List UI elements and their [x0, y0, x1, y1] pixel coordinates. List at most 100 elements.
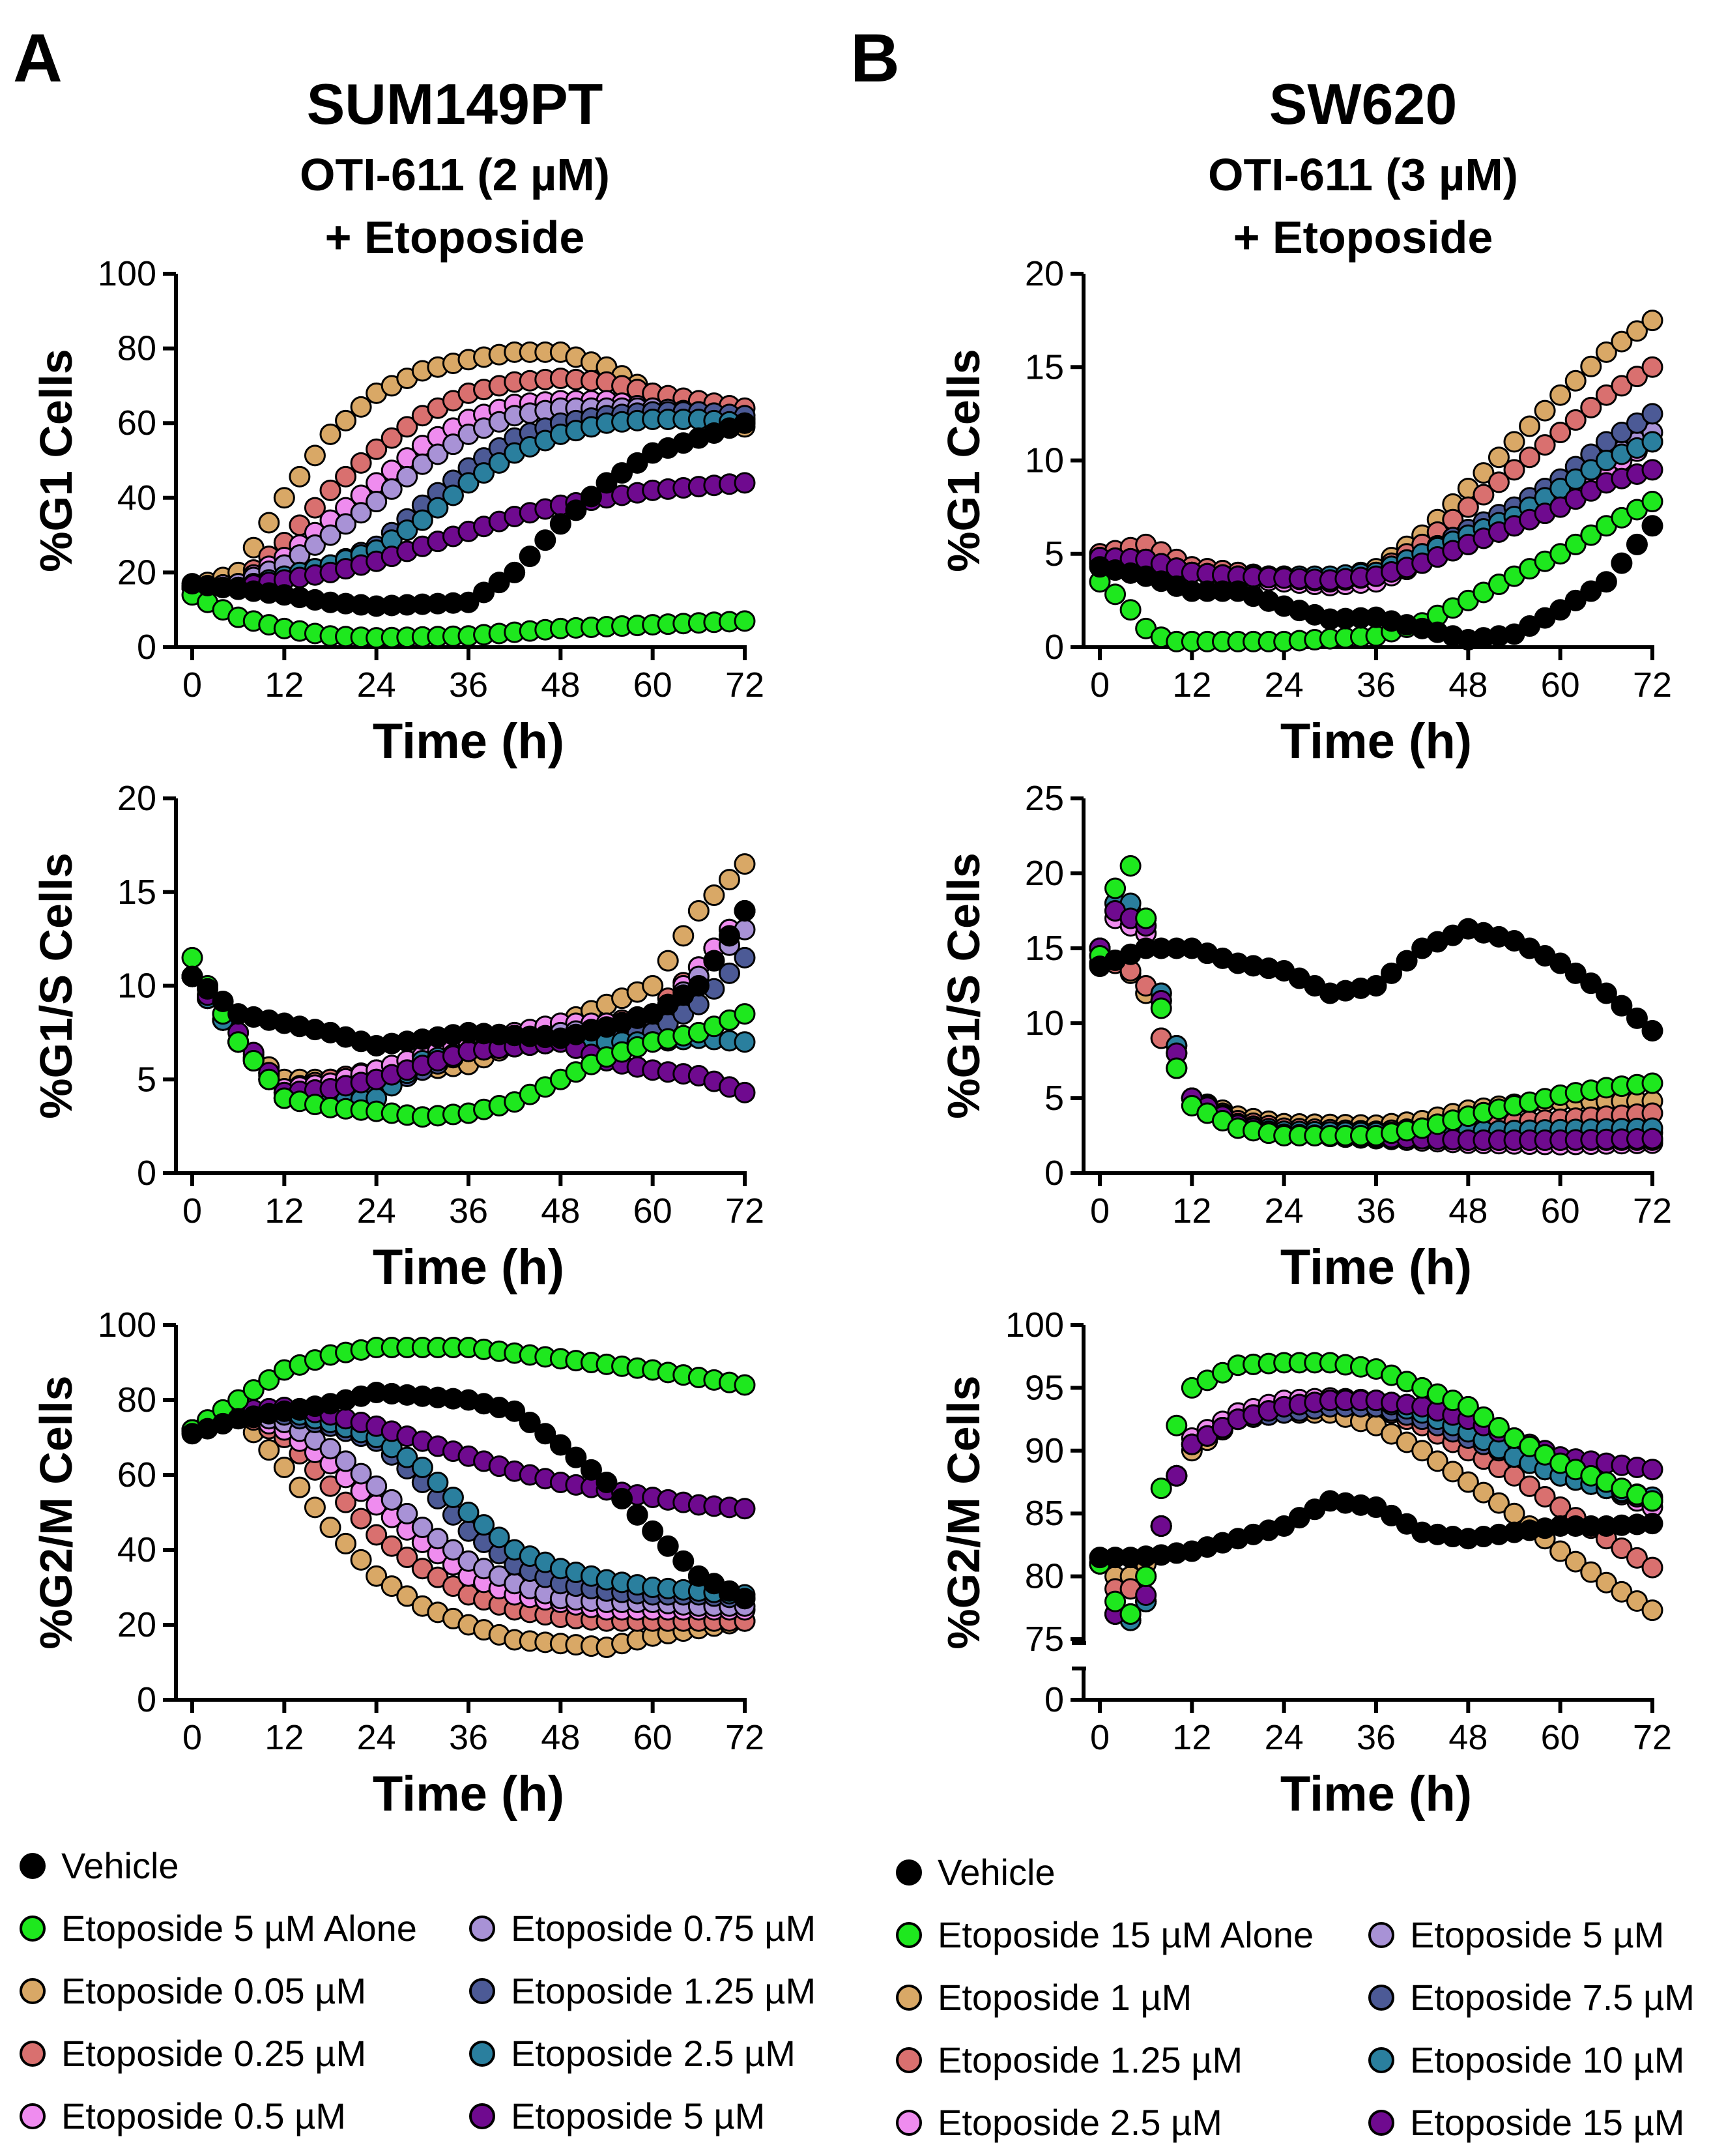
y-tick-label: 10	[1025, 441, 1064, 480]
data-point	[242, 1379, 265, 1401]
data-point	[350, 502, 372, 524]
x-tick-label: 24	[1265, 1191, 1304, 1231]
data-point	[258, 1068, 280, 1090]
data-point	[565, 499, 587, 521]
legend-item: Vehicle	[896, 1851, 1056, 1893]
data-point	[642, 1520, 664, 1542]
data-point	[1166, 1464, 1188, 1487]
legend-label: Etoposide 0.05 µM	[61, 1970, 367, 2011]
data-point	[519, 546, 541, 568]
x-tick-label: 48	[541, 1718, 580, 1757]
y-tick-label: 85	[1025, 1494, 1064, 1533]
data-point	[258, 1439, 280, 1461]
data-point	[350, 1463, 372, 1485]
data-point	[335, 1532, 357, 1554]
legend-marker-icon	[896, 1984, 922, 2011]
legend-label: Etoposide 1 µM	[938, 1977, 1192, 2018]
data-point	[734, 946, 756, 969]
data-point	[227, 1031, 250, 1053]
data-point	[396, 416, 418, 438]
y-axis-title: %G1/S Cells	[938, 852, 989, 1119]
data-point	[626, 452, 648, 474]
x-tick-label: 48	[1448, 1191, 1488, 1231]
x-tick-label: 12	[1172, 1718, 1211, 1757]
data-point	[1564, 962, 1587, 984]
data-point	[734, 412, 756, 434]
x-axis-title: Time (h)	[1280, 1766, 1472, 1822]
y-tick-label: 100	[98, 1305, 156, 1345]
data-point	[596, 1472, 618, 1493]
data-point	[473, 1514, 495, 1536]
data-point	[504, 1400, 526, 1422]
data-point	[1611, 995, 1633, 1017]
data-point	[596, 472, 618, 494]
data-point	[1104, 877, 1127, 899]
legend-label: Etoposide 5 µM	[1410, 1914, 1665, 1955]
legend-label: Etoposide 1.25 µM	[938, 2039, 1243, 2080]
legend-label: Etoposide 2.5 µM	[938, 2102, 1222, 2143]
panel-a-treatment-combo: + Etoposide	[325, 212, 585, 263]
x-tick-label: 0	[182, 665, 202, 705]
data-point	[488, 572, 510, 594]
legend-item: Etoposide 15 µM Alone	[896, 1914, 1314, 1956]
y-axis-title: %G1 Cells	[938, 349, 989, 572]
x-tick-label: 60	[633, 665, 672, 705]
legend-label: Etoposide 7.5 µM	[1410, 1977, 1695, 2018]
series-1	[181, 584, 756, 649]
data-point	[1564, 1551, 1587, 1573]
chart-b-4: 0 5 10 15 20 25 0 12 24 36 48 60 72 Time (h) %G1/S Cel…	[938, 779, 1672, 1295]
x-tick-label: 72	[725, 1718, 764, 1757]
data-point	[319, 479, 341, 501]
data-point	[1488, 1416, 1510, 1438]
data-point	[1580, 1561, 1602, 1583]
x-tick-label: 48	[1448, 665, 1488, 705]
data-point	[1580, 580, 1602, 602]
panel-a-treatment: OTI-611 (2 µM)	[300, 149, 610, 200]
data-point	[1626, 412, 1648, 434]
y-tick-label: 80	[117, 1380, 156, 1420]
data-point	[580, 486, 602, 508]
x-tick-label: 48	[1448, 1718, 1488, 1757]
data-point	[687, 900, 710, 922]
data-point	[488, 452, 510, 474]
legend-item: Etoposide 0.5 µM	[20, 2095, 346, 2137]
data-point	[212, 990, 234, 1012]
data-point	[366, 1565, 388, 1587]
x-tick-label: 0	[1090, 665, 1110, 705]
legend-marker-icon	[20, 1915, 46, 1942]
data-point	[657, 950, 679, 972]
y-tick-label: 25	[1025, 779, 1064, 818]
data-point	[442, 1539, 464, 1561]
panel-a-cell-line: SUM149PT	[307, 72, 603, 136]
data-point	[580, 1459, 602, 1481]
data-point	[1473, 1481, 1495, 1504]
data-point	[1150, 997, 1172, 1019]
x-tick-label: 24	[1265, 665, 1304, 705]
y-tick-label: 100	[98, 254, 156, 293]
x-tick-label: 36	[1357, 665, 1396, 705]
legend-marker-icon	[20, 1852, 46, 1879]
panel-b-treatment-combo: + Etoposide	[1233, 212, 1493, 263]
data-point	[457, 591, 480, 613]
data-point	[366, 491, 388, 513]
data-point	[1549, 543, 1572, 565]
x-tick-label: 48	[541, 1191, 580, 1231]
legend-marker-icon	[1368, 2047, 1394, 2073]
y-tick-label: 15	[1025, 347, 1064, 386]
x-tick-label: 0	[1090, 1191, 1110, 1231]
y-tick-label: 20	[1025, 254, 1064, 293]
legend-marker-icon	[20, 1977, 46, 2004]
y-tick-label: 5	[1044, 1079, 1064, 1118]
y-tick-label: 0	[137, 628, 156, 667]
data-point	[396, 1446, 418, 1468]
data-point	[366, 1524, 388, 1546]
data-point	[565, 1446, 587, 1468]
data-point	[304, 534, 326, 556]
data-point	[1611, 552, 1633, 574]
data-point	[197, 978, 219, 1000]
data-point	[1564, 409, 1587, 431]
data-point	[1166, 1057, 1188, 1079]
x-tick-label: 72	[1633, 1191, 1672, 1231]
data-point	[1534, 400, 1556, 422]
data-point	[1549, 952, 1572, 974]
